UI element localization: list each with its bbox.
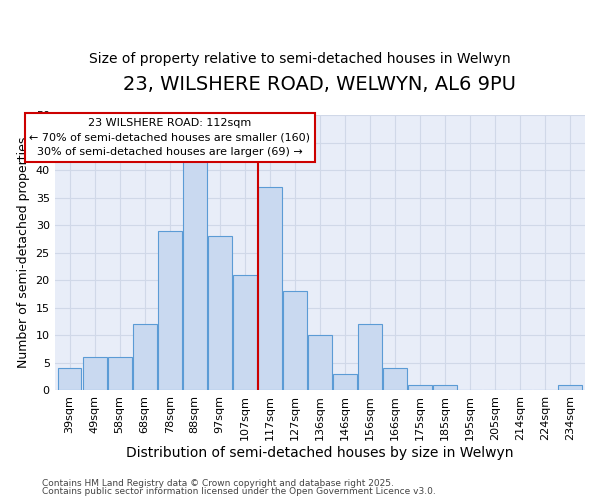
Bar [133,324,157,390]
Bar [258,186,281,390]
Bar [108,358,131,390]
Bar [383,368,407,390]
Bar [183,159,206,390]
Bar [158,230,182,390]
Y-axis label: Number of semi-detached properties: Number of semi-detached properties [17,137,30,368]
Bar [358,324,382,390]
Text: Size of property relative to semi-detached houses in Welwyn: Size of property relative to semi-detach… [89,52,511,66]
Bar [408,385,432,390]
Bar [58,368,82,390]
Text: Contains HM Land Registry data © Crown copyright and database right 2025.: Contains HM Land Registry data © Crown c… [42,478,394,488]
Bar [558,385,582,390]
Text: Contains public sector information licensed under the Open Government Licence v3: Contains public sector information licen… [42,487,436,496]
Bar [308,336,332,390]
Bar [433,385,457,390]
X-axis label: Distribution of semi-detached houses by size in Welwyn: Distribution of semi-detached houses by … [126,446,514,460]
Bar [333,374,357,390]
Bar [233,275,257,390]
Bar [208,236,232,390]
Bar [283,292,307,390]
Title: 23, WILSHERE ROAD, WELWYN, AL6 9PU: 23, WILSHERE ROAD, WELWYN, AL6 9PU [124,75,517,94]
Text: 23 WILSHERE ROAD: 112sqm
← 70% of semi-detached houses are smaller (160)
30% of : 23 WILSHERE ROAD: 112sqm ← 70% of semi-d… [29,118,310,158]
Bar [83,358,107,390]
